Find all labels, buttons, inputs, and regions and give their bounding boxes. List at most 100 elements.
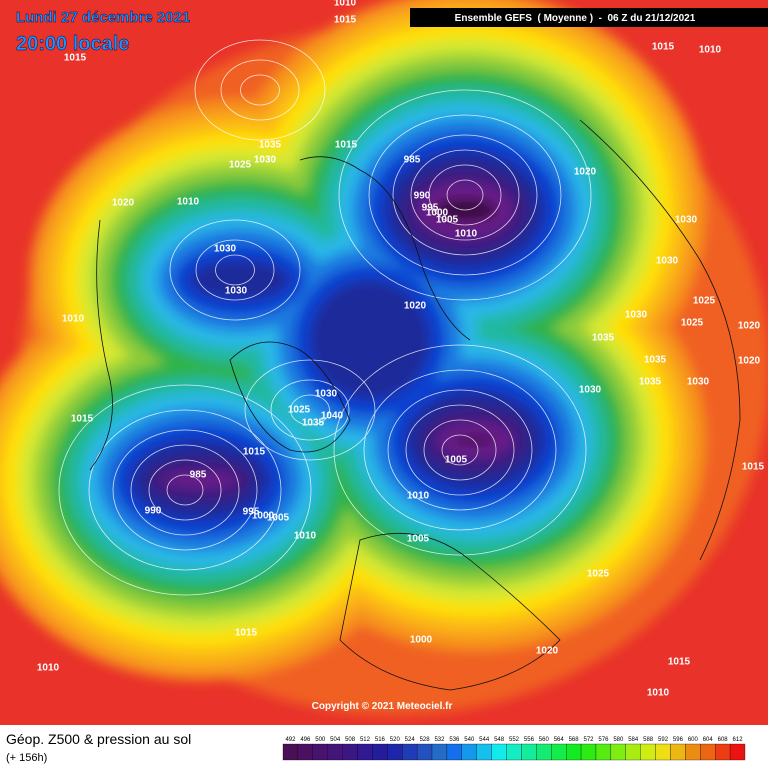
colorbar-label: 532 xyxy=(434,737,445,743)
colorbar-cell xyxy=(670,743,686,761)
isobar-line xyxy=(270,379,350,441)
isobar-line xyxy=(220,59,300,121)
field-layer xyxy=(310,280,430,400)
isobar-line xyxy=(215,254,255,286)
isobar-line xyxy=(410,149,520,241)
colorbar-label: 508 xyxy=(345,737,356,743)
colorbar-cell xyxy=(551,743,567,761)
colorbar-cell xyxy=(402,743,418,761)
isobar-label: 1035 xyxy=(639,377,662,388)
isobar-label: 1025 xyxy=(229,160,252,171)
isobar-label: 1015 xyxy=(652,42,675,53)
colorbar-label: 576 xyxy=(598,737,609,743)
colorbar-label: 572 xyxy=(584,737,595,743)
colorbar-cell xyxy=(715,743,731,761)
isobar-label: 1010 xyxy=(334,0,357,9)
colorbar-label: 496 xyxy=(300,737,311,743)
isobar-label: 1005 xyxy=(436,215,459,226)
isobar-label: 1000 xyxy=(252,511,275,522)
colorbar-label: 556 xyxy=(524,737,535,743)
colorbar-label: 568 xyxy=(569,737,580,743)
isobar-line xyxy=(244,359,376,461)
colorbar-cell xyxy=(521,743,537,761)
colorbar-label: 588 xyxy=(643,737,654,743)
isobar-label: 995 xyxy=(243,507,260,518)
isobar-line xyxy=(368,114,562,276)
colorbar-label: 544 xyxy=(479,737,490,743)
colorbar-cell xyxy=(357,743,373,761)
isobar-label: 1025 xyxy=(587,569,610,580)
isobar-label: 1015 xyxy=(334,15,357,26)
isobar-line xyxy=(88,409,282,571)
colorbar-cell xyxy=(387,743,403,761)
colorbar-label: 596 xyxy=(673,737,684,743)
colorbar-cell xyxy=(566,743,582,761)
isobars xyxy=(58,39,592,596)
isobar-label: 1035 xyxy=(644,355,667,366)
colorbar-cell xyxy=(282,743,299,761)
isobar-line xyxy=(240,74,280,106)
isobar-line xyxy=(166,474,204,506)
footer-title: Géop. Z500 & pression au sol xyxy=(6,731,191,747)
isobar-label: 985 xyxy=(190,470,207,481)
colorbar-label: 520 xyxy=(390,737,401,743)
isobar-label: 1005 xyxy=(267,513,290,524)
isobar-line xyxy=(446,179,484,211)
isobar-label: 1025 xyxy=(681,318,704,329)
isobar-label: 1030 xyxy=(315,389,338,400)
isobar-line xyxy=(112,429,258,551)
isobar-label: 1020 xyxy=(574,167,597,178)
isobar-line xyxy=(290,394,330,426)
isobar-label: 1010 xyxy=(62,314,85,325)
isobar-label: 1030 xyxy=(675,215,698,226)
isobar-line xyxy=(195,239,275,301)
isobar-label: 995 xyxy=(422,203,439,214)
isobar-label: 1025 xyxy=(288,405,311,416)
colorbar-label: 592 xyxy=(658,737,669,743)
colorbar-label: 600 xyxy=(688,737,699,743)
isobar-label: 1020 xyxy=(536,646,559,657)
isobar-line xyxy=(423,419,497,481)
isobar-label: 1015 xyxy=(64,53,87,64)
isobar-label: 990 xyxy=(145,506,162,517)
run-box xyxy=(410,8,768,27)
isobar-label: 1020 xyxy=(404,301,427,312)
colorbar-label: 528 xyxy=(420,737,431,743)
colorbar-label: 580 xyxy=(613,737,624,743)
isobar-line xyxy=(148,459,222,521)
isobar-line xyxy=(392,134,538,256)
isobar-label: 1035 xyxy=(259,140,282,151)
colorbar-label: 564 xyxy=(554,737,565,743)
isobar-label: 1025 xyxy=(693,296,716,307)
colorbar-label: 504 xyxy=(330,737,341,743)
colorbar-cell xyxy=(729,743,746,761)
isobar-label: 1015 xyxy=(742,462,765,473)
isobar-line xyxy=(387,389,533,511)
colorbar-label: 612 xyxy=(733,737,744,743)
date: Lundi 27 décembre 2021 xyxy=(16,9,190,26)
isobar-label: 1015 xyxy=(243,447,266,458)
colorbar-cell xyxy=(700,743,716,761)
isobar-label: 1040 xyxy=(321,411,344,422)
colorbar-cell xyxy=(610,743,626,761)
colorbar-cell xyxy=(640,743,656,761)
field-layer xyxy=(162,472,238,488)
isobar-label: 1010 xyxy=(699,45,722,56)
isobar-label: 1015 xyxy=(335,140,358,151)
isobar-label: 1030 xyxy=(214,244,237,255)
isobar-label: 1035 xyxy=(302,418,325,429)
coastlines xyxy=(89,119,741,691)
geopotential-field xyxy=(0,0,768,715)
isobar-label: 1035 xyxy=(592,333,615,344)
colorbar-cell xyxy=(372,743,388,761)
isobar-label: 1030 xyxy=(225,286,248,297)
run-info: Ensemble GEFS ( Moyenne ) - 06 Z du 21/1… xyxy=(455,13,696,24)
colorbar-label: 512 xyxy=(360,737,371,743)
colorbar-cell xyxy=(580,743,597,761)
isobar-line xyxy=(405,404,515,496)
isobar-line xyxy=(428,164,502,226)
isobar-label: 1030 xyxy=(625,310,648,321)
isobar-label: 990 xyxy=(414,191,431,202)
isobar-label: 1030 xyxy=(656,256,679,267)
copyright: Copyright © 2021 Meteociel.fr xyxy=(312,701,453,712)
